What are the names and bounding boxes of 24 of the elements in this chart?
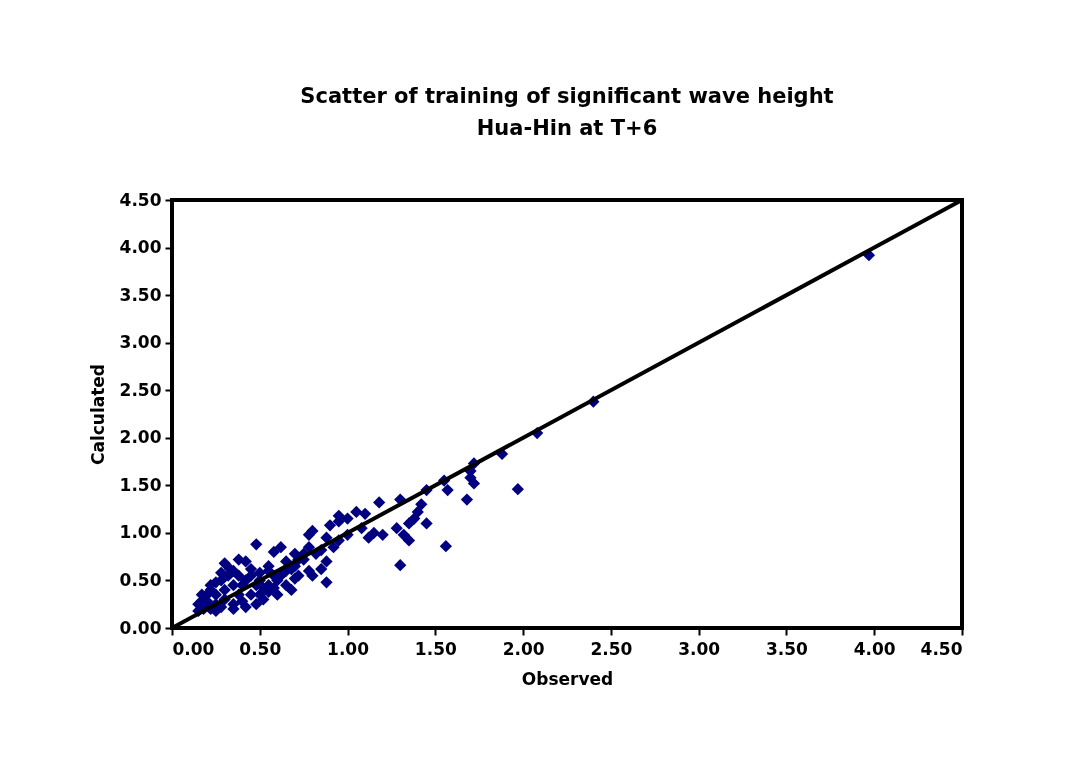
x-tick-label: 3.00 — [678, 638, 721, 659]
y-tick-label: 0.50 — [119, 569, 162, 590]
x-tick-label: 1.00 — [327, 638, 370, 659]
x-tick-label: 3.50 — [765, 638, 809, 659]
y-tick-label: 4.50 — [119, 189, 162, 210]
text: Scatter of training of significant wave height — [300, 84, 834, 108]
x-tick-label: 4.50 — [920, 638, 963, 659]
y-tick-label: 1.00 — [119, 522, 162, 543]
x-tick-label: 1.50 — [414, 638, 457, 659]
x-tick-label: 2.50 — [590, 638, 633, 659]
y-tick-label: 2.00 — [119, 427, 162, 448]
y-tick-label: 3.00 — [119, 332, 162, 353]
y-tick-label: 1.50 — [119, 474, 162, 495]
y-tick-label: 2.50 — [119, 379, 162, 400]
y-tick-label: 0.00 — [119, 617, 162, 638]
y-tick-label: 3.50 — [119, 284, 162, 305]
y-axis-title: Calculated — [87, 363, 108, 466]
x-tick-label: 2.00 — [502, 638, 545, 659]
x-tick-label: 0.50 — [239, 638, 282, 659]
x-tick-label: 0.00 — [172, 638, 215, 659]
text: Hua-Hin at T+6 — [476, 116, 658, 140]
x-tick-label: 4.00 — [853, 638, 896, 659]
x-axis-title: Observed — [521, 668, 614, 689]
y-tick-label: 4.00 — [119, 237, 162, 258]
